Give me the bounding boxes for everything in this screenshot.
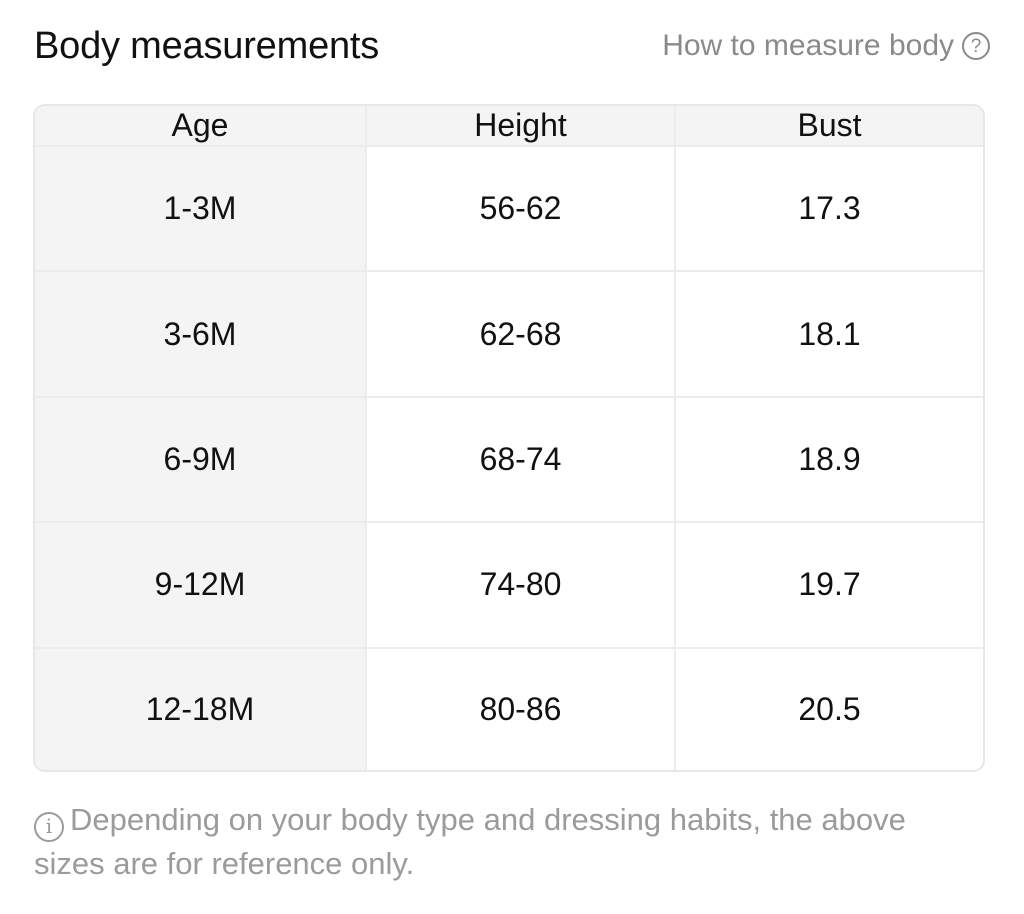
table-row: 12-18M 80-86 20.5 <box>35 647 983 770</box>
how-to-measure-label[interactable]: How to measure body <box>662 29 954 62</box>
measurements-table: Age Height Bust 1-3M 56-62 17.3 3-6M 62-… <box>33 104 985 772</box>
table-row: 1-3M 56-62 17.3 <box>35 146 983 273</box>
table-header-row: Age Height Bust <box>35 106 983 147</box>
table-row: 6-9M 68-74 18.9 <box>35 396 983 524</box>
table-row: 3-6M 62-68 18.1 <box>35 271 983 398</box>
reference-note-text: Depending on your body type and dressing… <box>34 802 906 881</box>
reference-note: i Depending on your body type and dressin… <box>34 798 934 885</box>
height-cell: 56-62 <box>366 146 676 273</box>
height-cell: 68-74 <box>366 396 676 524</box>
info-icon: i <box>34 811 64 842</box>
bust-cell: 18.1 <box>675 271 983 398</box>
page-title: Body measurements <box>34 24 380 67</box>
how-to-measure-link[interactable]: How to measure body ? <box>662 29 990 63</box>
header: Body measurements How to measure body ? <box>34 20 990 72</box>
age-cell: 3-6M <box>35 271 367 398</box>
height-cell: 74-80 <box>366 522 676 649</box>
height-cell: 62-68 <box>366 271 676 398</box>
age-cell: 1-3M <box>35 146 367 273</box>
bust-cell: 18.9 <box>675 396 983 524</box>
column-header-age: Age <box>35 106 367 147</box>
bust-cell: 19.7 <box>675 522 983 649</box>
question-circle-icon[interactable]: ? <box>962 32 990 60</box>
age-cell: 6-9M <box>35 396 367 524</box>
table-row: 9-12M 74-80 19.7 <box>35 522 983 649</box>
age-cell: 12-18M <box>35 647 367 770</box>
column-header-height: Height <box>366 106 676 147</box>
bust-cell: 20.5 <box>798 690 861 727</box>
height-cell: 80-86 <box>366 647 676 770</box>
age-cell: 9-12M <box>35 522 367 649</box>
column-header-bust: Bust <box>675 106 983 147</box>
bust-cell: 17.3 <box>675 146 983 273</box>
